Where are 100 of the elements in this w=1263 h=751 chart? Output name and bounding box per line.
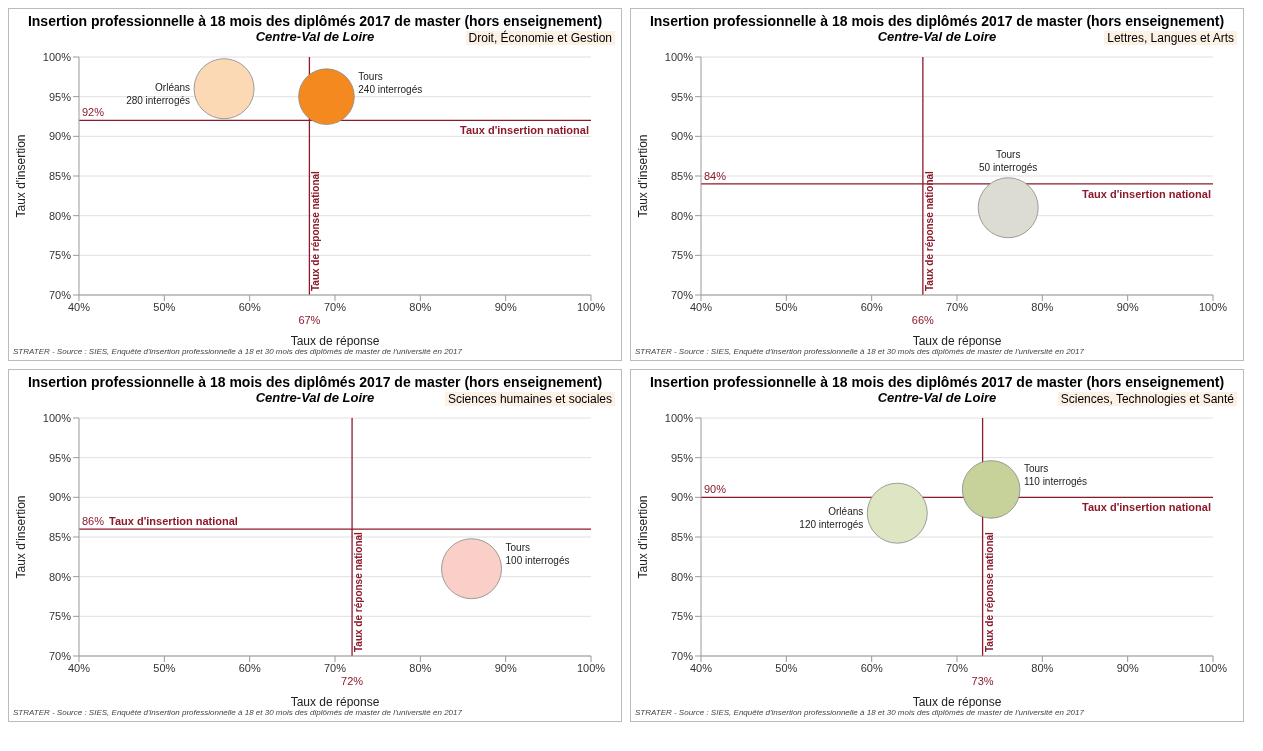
- x-tick-label: 40%: [67, 300, 91, 313]
- text: 72%: [341, 675, 364, 687]
- ref-line-label: Taux d'insertion national: [460, 124, 589, 137]
- x-tick-label: 50%: [153, 661, 176, 674]
- x-tick-label: 60%: [238, 661, 261, 674]
- chart-subtitle: Centre-Val de Loire: [877, 29, 997, 44]
- annotation: 86%: [82, 515, 105, 528]
- x-tick-label: 80%: [1031, 661, 1054, 674]
- y-tick-label: 75%: [670, 249, 694, 262]
- annotation: 100 interrogés: [505, 554, 570, 566]
- x-tick-label: 90%: [1116, 300, 1139, 313]
- ref-line-label: Taux de réponse national: [353, 531, 365, 652]
- ref-line-label: Taux d'insertion national: [109, 515, 238, 528]
- text: Lettres, Langues et Arts: [1104, 31, 1237, 45]
- y-tick-label: 80%: [670, 209, 694, 222]
- y-tick-label: 70%: [48, 288, 72, 301]
- text: STRATER - Source : SIES, Enquête d'insertion professionnelle à 18 et 30 mois des diplômés de master de l'université en 2017: [634, 347, 1085, 356]
- y-axis-title: Taux d'insertion: [636, 134, 651, 218]
- y-tick-label: 70%: [48, 649, 72, 662]
- y-axis-title: Taux d'insertion: [636, 495, 651, 579]
- y-tick-label: 95%: [670, 451, 694, 464]
- text: Droit, Économie et Gestion: [465, 31, 615, 45]
- x-tick-label: 100%: [1198, 300, 1228, 313]
- y-tick-label: 100%: [664, 50, 694, 63]
- y-tick-label: 95%: [48, 90, 72, 103]
- text: 67%: [298, 314, 321, 326]
- text: 73%: [971, 675, 994, 687]
- x-tick-label: 60%: [860, 661, 883, 674]
- x-tick-label: 40%: [67, 661, 91, 674]
- y-axis-title: Taux d'insertion: [14, 134, 29, 218]
- x-tick-label: 50%: [775, 661, 798, 674]
- x-tick-label: 80%: [409, 300, 432, 313]
- y-tick-label: 80%: [48, 209, 72, 222]
- ref-line-label: Taux de réponse national: [983, 531, 995, 652]
- x-tick-label: 40%: [689, 661, 713, 674]
- annotation: 92%: [82, 106, 105, 119]
- chart-title: Insertion professionnelle à 18 mois des diplômés 2017 de master (hors enseignement): [26, 374, 604, 390]
- y-tick-label: 75%: [670, 610, 694, 623]
- annotation: 84%: [704, 169, 727, 182]
- y-tick-label: 90%: [670, 130, 694, 143]
- y-tick-label: 100%: [42, 411, 72, 424]
- y-tick-label: 100%: [42, 50, 72, 63]
- text: Sciences, Technologies et Santé: [1057, 392, 1237, 406]
- x-tick-label: 70%: [323, 661, 347, 674]
- chart-title: Insertion professionnelle à 18 mois des diplômés 2017 de master (hors enseignement): [26, 13, 604, 29]
- x-tick-label: 60%: [860, 300, 883, 313]
- series-label: Orléans: [155, 81, 191, 93]
- series-label: Tours: [358, 70, 383, 82]
- x-tick-label: 100%: [576, 661, 606, 674]
- x-tick-label: 90%: [494, 300, 517, 313]
- x-axis-title: Taux de réponse: [290, 695, 380, 709]
- x-tick-label: 100%: [576, 300, 606, 313]
- ref-line-label: Taux de réponse national: [310, 170, 322, 291]
- annotation: 110 interrogés: [1023, 476, 1088, 488]
- annotation: 240 interrogés: [358, 83, 423, 95]
- y-tick-label: 95%: [48, 451, 72, 464]
- annotation: 90%: [704, 483, 727, 496]
- text: 66%: [911, 314, 935, 326]
- chart-title: Insertion professionnelle à 18 mois des diplômés 2017 de master (hors enseignement): [648, 13, 1226, 29]
- chart-title: Insertion professionnelle à 18 mois des diplômés 2017 de master (hors enseignement): [648, 374, 1226, 390]
- y-tick-label: 85%: [48, 169, 72, 182]
- ref-line-label: Taux d'insertion national: [1082, 187, 1211, 200]
- y-tick-label: 90%: [48, 130, 72, 143]
- y-tick-label: 85%: [48, 530, 72, 543]
- series-label: Tours: [505, 541, 530, 553]
- x-tick-label: 70%: [945, 300, 969, 313]
- y-tick-label: 90%: [670, 491, 694, 504]
- text: STRATER - Source : SIES, Enquête d'insertion professionnelle à 18 et 30 mois des diplômés de master de l'université en 2017: [634, 708, 1085, 717]
- x-axis-title: Taux de réponse: [290, 334, 380, 348]
- y-tick-label: 100%: [664, 411, 694, 424]
- y-tick-label: 70%: [670, 649, 694, 662]
- annotation: 50 interrogés: [979, 161, 1038, 173]
- text: STRATER - Source : SIES, Enquête d'insertion professionnelle à 18 et 30 mois des diplômés de master de l'université en 2017: [12, 708, 463, 717]
- x-tick-label: 80%: [409, 661, 432, 674]
- x-tick-label: 70%: [323, 300, 347, 313]
- x-tick-label: 50%: [153, 300, 176, 313]
- x-axis-title: Taux de réponse: [912, 334, 1002, 348]
- x-tick-label: 40%: [689, 300, 713, 313]
- text: Sciences humaines et sociales: [444, 392, 615, 406]
- x-tick-label: 70%: [945, 661, 969, 674]
- chart-subtitle: Centre-Val de Loire: [255, 390, 375, 405]
- y-tick-label: 80%: [670, 570, 694, 583]
- x-tick-label: 90%: [494, 661, 517, 674]
- x-tick-label: 80%: [1031, 300, 1054, 313]
- y-axis-title: Taux d'insertion: [14, 495, 29, 579]
- x-tick-label: 90%: [1116, 661, 1139, 674]
- y-tick-label: 75%: [48, 610, 72, 623]
- series-label: Tours: [995, 148, 1021, 160]
- x-tick-label: 50%: [775, 300, 798, 313]
- x-tick-label: 60%: [238, 300, 261, 313]
- y-tick-label: 95%: [670, 90, 694, 103]
- text: STRATER - Source : SIES, Enquête d'insertion professionnelle à 18 et 30 mois des diplômés de master de l'université en 2017: [12, 347, 463, 356]
- series-label: Orléans: [828, 506, 864, 518]
- chart-subtitle: Centre-Val de Loire: [877, 390, 997, 405]
- ref-line-label: Taux de réponse national: [923, 170, 935, 291]
- x-axis-title: Taux de réponse: [912, 695, 1002, 709]
- y-tick-label: 90%: [48, 491, 72, 504]
- y-tick-label: 80%: [48, 570, 72, 583]
- x-tick-label: 100%: [1198, 661, 1228, 674]
- annotation: 120 interrogés: [799, 519, 864, 531]
